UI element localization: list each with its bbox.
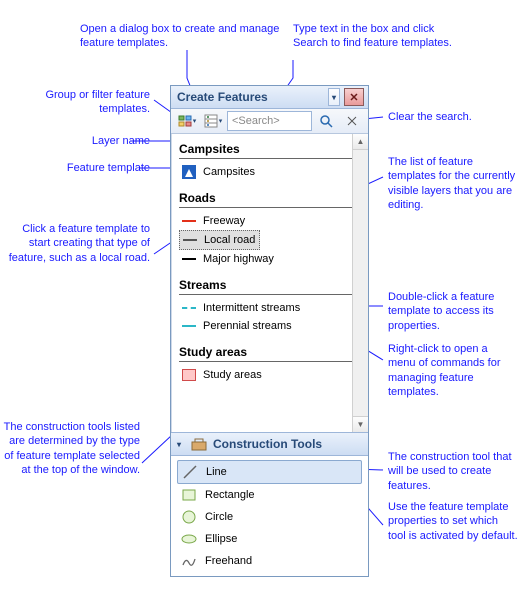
callout-feature-tmpl: Feature template <box>0 161 150 175</box>
feature-template-label: Local road <box>204 234 255 246</box>
construction-tools-list: Line Rectangle Circle Ellipse Freehand <box>171 456 368 576</box>
template-list: Campsites Campsites Roads Freeway Local road… <box>171 134 368 432</box>
line-icon <box>182 234 198 246</box>
layer-group-header: Campsites <box>179 138 352 159</box>
construction-tool[interactable]: Line <box>177 460 362 484</box>
construction-tool-label: Freehand <box>205 555 252 567</box>
construction-tool-label: Rectangle <box>205 489 255 501</box>
feature-template-label: Study areas <box>203 369 262 381</box>
toolfree-icon <box>181 553 197 569</box>
feature-template[interactable]: Freeway <box>179 212 352 230</box>
toolellipse-icon <box>181 531 197 547</box>
callout-list: The list of feature templates for the cu… <box>388 155 518 212</box>
callout-rclick: Right-click to open a menu of commands f… <box>388 342 518 399</box>
construction-tools-title: Construction Tools <box>213 437 322 451</box>
toolbox-icon <box>191 436 207 452</box>
layer-group-header: Roads <box>179 187 352 208</box>
scroll-down-icon[interactable]: ▼ <box>353 416 368 432</box>
toolcircle-icon <box>181 509 197 525</box>
callout-group-filter: Group or filter feature templates. <box>0 88 150 117</box>
group-filter-button[interactable]: ▾ <box>175 110 199 132</box>
line-icon <box>181 253 197 265</box>
callout-dblclick: Double-click a feature template to acces… <box>388 290 518 333</box>
line-icon <box>181 215 197 227</box>
construction-tool-label: Circle <box>205 511 233 523</box>
callout-clear-search: Clear the search. <box>388 110 530 124</box>
feature-template[interactable]: Perennial streams <box>179 317 352 335</box>
feature-template[interactable]: Local road <box>179 230 260 250</box>
construction-tool-label: Line <box>206 466 227 478</box>
toolbar: ▾ ▾ <Search> <box>171 109 368 134</box>
search-input[interactable]: <Search> <box>227 111 312 131</box>
search-button[interactable] <box>314 110 338 132</box>
create-features-panel: Create Features ▾ ✕ ▾ ▾ <Search> Campsit… <box>170 85 369 577</box>
construction-tool[interactable]: Freehand <box>177 550 362 572</box>
clear-search-button[interactable] <box>340 110 364 132</box>
toolrect-icon <box>181 487 197 503</box>
callout-type-search: Type text in the box and click Search to… <box>293 22 453 51</box>
callout-click-tmpl: Click a feature template to start creati… <box>0 222 150 265</box>
toolline-icon <box>182 464 198 480</box>
construction-tool-label: Ellipse <box>205 533 237 545</box>
scrollbar[interactable]: ▲ ▼ <box>352 134 368 432</box>
feature-template-label: Perennial streams <box>203 320 292 332</box>
rect-icon <box>181 369 197 381</box>
window-dropdown-button[interactable]: ▾ <box>328 88 340 106</box>
callout-ct-used: The construction tool that will be used … <box>388 450 518 493</box>
feature-template-label: Freeway <box>203 215 245 227</box>
chevron-down-icon: ▾ <box>177 440 185 449</box>
callout-ct-determined: The construction tools listed are determ… <box>0 420 140 477</box>
construction-tools-header[interactable]: ▾ Construction Tools <box>171 432 368 456</box>
construction-tool[interactable]: Rectangle <box>177 484 362 506</box>
layer-group-header: Streams <box>179 274 352 295</box>
line-icon <box>181 320 197 332</box>
manage-templates-button[interactable]: ▾ <box>201 110 225 132</box>
close-icon[interactable]: ✕ <box>344 88 364 106</box>
campsite-icon <box>181 166 197 178</box>
construction-tool[interactable]: Ellipse <box>177 528 362 550</box>
callout-ct-default: Use the feature template properties to s… <box>388 500 518 543</box>
feature-template-label: Campsites <box>203 166 255 178</box>
window-title: Create Features <box>175 90 328 104</box>
feature-template-label: Major highway <box>203 253 274 265</box>
feature-template-label: Intermittent streams <box>203 302 300 314</box>
callout-layer-name: Layer name <box>0 134 150 148</box>
titlebar[interactable]: Create Features ▾ ✕ <box>171 86 368 109</box>
feature-template[interactable]: Study areas <box>179 366 352 384</box>
feature-template[interactable]: Intermittent streams <box>179 299 352 317</box>
callout-open-dialog: Open a dialog box to create and manage f… <box>80 22 280 51</box>
dashline-icon <box>181 302 197 314</box>
layer-group-header: Study areas <box>179 341 352 362</box>
feature-template[interactable]: Campsites <box>179 163 352 181</box>
search-placeholder: <Search> <box>232 115 280 127</box>
feature-template[interactable]: Major highway <box>179 250 352 268</box>
construction-tool[interactable]: Circle <box>177 506 362 528</box>
scroll-up-icon[interactable]: ▲ <box>353 134 368 150</box>
